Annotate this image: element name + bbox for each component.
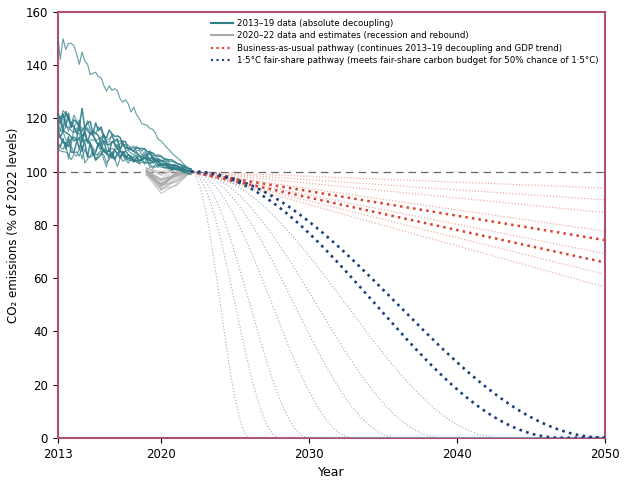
Y-axis label: CO₂ emissions (% of 2022 levels): CO₂ emissions (% of 2022 levels)	[7, 127, 20, 323]
X-axis label: Year: Year	[318, 466, 345, 479]
Legend: 2013–19 data (absolute decoupling), 2020–22 data and estimates (recession and re: 2013–19 data (absolute decoupling), 2020…	[208, 16, 601, 68]
